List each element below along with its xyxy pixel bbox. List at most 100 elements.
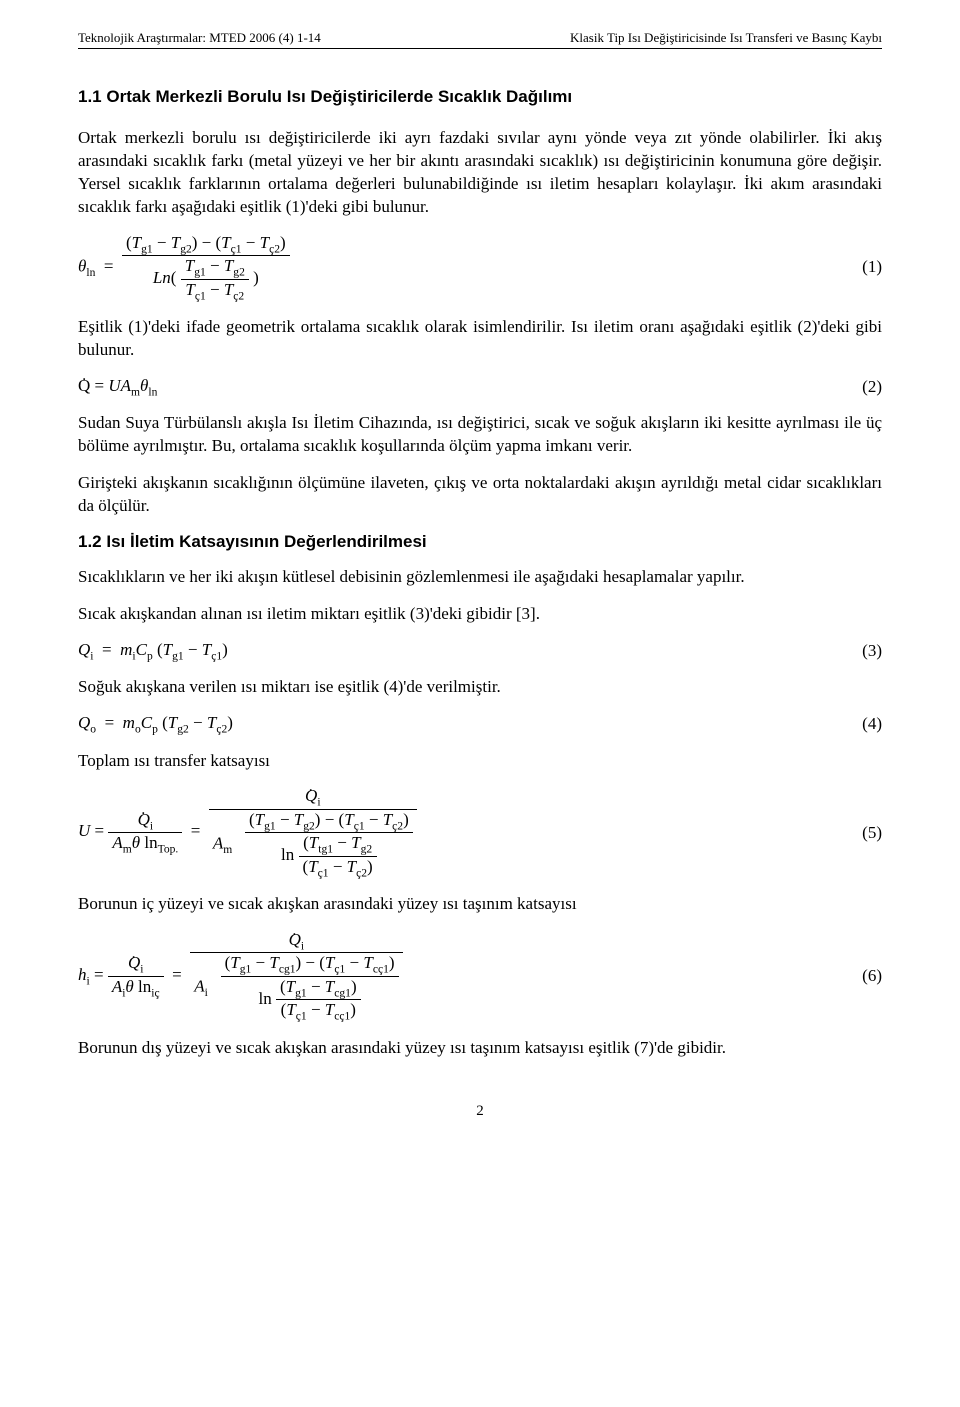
ln-fn: Ln — [153, 268, 171, 287]
sub-g2: g2 — [361, 843, 373, 856]
m: m — [123, 713, 135, 732]
t: T — [363, 953, 372, 972]
sub-top: Top. — [158, 843, 179, 856]
equation-2-body: Q = UAmθln — [78, 376, 157, 398]
t: T — [163, 640, 172, 659]
m: m — [120, 640, 132, 659]
ln: ln — [144, 833, 157, 852]
t: T — [325, 1000, 334, 1019]
t: T — [294, 810, 303, 829]
sub-g1: g1 — [194, 266, 206, 279]
sub-g1: g1 — [240, 963, 252, 976]
sub-g1: g1 — [295, 986, 307, 999]
t: T — [255, 810, 264, 829]
sub-m: m — [123, 843, 132, 856]
sub-g1: g1 — [172, 649, 184, 662]
ln: ln — [138, 977, 151, 996]
header-right: Klasik Tip Isı Değiştiricisinde Isı Tran… — [570, 30, 882, 46]
section-1-2-para-4: Toplam ısı transfer katsayısı — [78, 750, 882, 773]
h: h — [78, 965, 87, 984]
sub-g2: g2 — [180, 242, 192, 255]
section-1-2-para-6: Borunun dış yüzeyi ve sıcak akışkan aras… — [78, 1037, 882, 1060]
t: T — [344, 810, 353, 829]
sub-c1: ç1 — [354, 819, 365, 832]
equation-1-number: (1) — [862, 257, 882, 277]
t: T — [286, 977, 295, 996]
t: T — [168, 713, 177, 732]
sub-i: i — [90, 649, 93, 662]
sub-ic: iç — [151, 986, 159, 999]
sub-g2: g2 — [233, 266, 245, 279]
sub-i: i — [150, 819, 153, 832]
t: T — [269, 953, 278, 972]
equation-3-number: (3) — [862, 641, 882, 661]
sub-m: m — [223, 843, 232, 856]
equation-5-body: U = Qi Amθ lnTop. = Qi Am (Tg1 − Tg2) − … — [78, 786, 417, 879]
t: T — [224, 256, 233, 275]
theta: θ — [125, 977, 133, 996]
page-number: 2 — [78, 1073, 882, 1120]
sub-c2: ç2 — [233, 289, 244, 302]
section-1-2-para-1: Sıcaklıkların ve her iki akışın kütlesel… — [78, 566, 882, 589]
q-dot: Q — [305, 786, 317, 806]
t: T — [308, 857, 317, 876]
section-1-2-title: 1.2 Isı İletim Katsayısının Değerlendiri… — [78, 532, 882, 552]
sub-c1: ç1 — [318, 866, 329, 879]
sub-c1: ç1 — [334, 963, 345, 976]
a: A — [112, 833, 122, 852]
t: T — [221, 233, 230, 252]
t: T — [309, 833, 318, 852]
equation-4: Qo = moCp (Tg2 − Tç2) (4) — [78, 713, 882, 735]
t: T — [207, 713, 216, 732]
equation-6: hi = Qi Aiθ lniç = Qi Ai (Tg1 − Tcg1) − … — [78, 930, 882, 1023]
a: A — [121, 376, 131, 395]
section-1-2-para-2: Sıcak akışkandan alınan ısı iletim mikta… — [78, 603, 882, 626]
sub-c1: ç1 — [211, 649, 222, 662]
t: T — [325, 953, 334, 972]
sub-c1: ç1 — [296, 1010, 307, 1023]
sub-g1: g1 — [264, 819, 276, 832]
sub-g2: g2 — [177, 723, 189, 736]
sub-c2: ç2 — [356, 866, 367, 879]
sub-c2: ç2 — [216, 723, 227, 736]
sub-tg1: tg1 — [318, 843, 333, 856]
section-1-1-para-3: Sudan Suya Türbülanslı akışla Isı İletim… — [78, 412, 882, 458]
ln-sub: ln — [86, 266, 95, 279]
section-1-1-title: 1.1 Ortak Merkezli Borulu Isı Değiştiric… — [78, 87, 882, 107]
sub-m: m — [131, 385, 140, 398]
a: A — [112, 977, 122, 996]
a: A — [213, 833, 223, 852]
t: T — [347, 857, 356, 876]
equation-4-number: (4) — [862, 714, 882, 734]
u: U — [78, 822, 90, 841]
equation-5: U = Qi Amθ lnTop. = Qi Am (Tg1 − Tg2) − … — [78, 786, 882, 879]
equation-6-number: (6) — [862, 966, 882, 986]
sub-i: i — [301, 939, 304, 952]
t: T — [351, 833, 360, 852]
equation-2: Q = UAmθln (2) — [78, 376, 882, 398]
sub-c2: ç2 — [392, 819, 403, 832]
t: T — [230, 953, 239, 972]
sub-g2: g2 — [303, 819, 315, 832]
ln: ln — [259, 989, 272, 1008]
sub-cc1: cç1 — [373, 963, 389, 976]
section-1-1-para-4: Girişteki akışkanın sıcaklığının ölçümün… — [78, 472, 882, 518]
running-header: Teknolojik Araştırmalar: MTED 2006 (4) 1… — [78, 30, 882, 49]
q: Q — [78, 640, 90, 659]
equation-3-body: Qi = miCp (Tg1 − Tç1) — [78, 640, 228, 662]
section-1-1-para-2: Eşitlik (1)'deki ifade geometrik ortalam… — [78, 316, 882, 362]
q-dot: Q — [128, 953, 140, 973]
q-dot: Q — [138, 810, 150, 830]
equation-1: θln = (Tg1 − Tg2) − (Tç1 − Tç2) Ln( Tg1 … — [78, 233, 882, 302]
equation-4-body: Qo = moCp (Tg2 − Tç2) — [78, 713, 233, 735]
t: T — [286, 1000, 295, 1019]
sub-i: i — [140, 963, 143, 976]
c: C — [141, 713, 152, 732]
sub-i: i — [205, 986, 208, 999]
sub-c1: ç1 — [231, 242, 242, 255]
sub-cc1: cç1 — [334, 1010, 350, 1023]
t: T — [202, 640, 211, 659]
equation-1-body: θln = (Tg1 − Tg2) − (Tç1 − Tç2) Ln( Tg1 … — [78, 233, 290, 302]
t: T — [325, 977, 334, 996]
equation-2-number: (2) — [862, 377, 882, 397]
